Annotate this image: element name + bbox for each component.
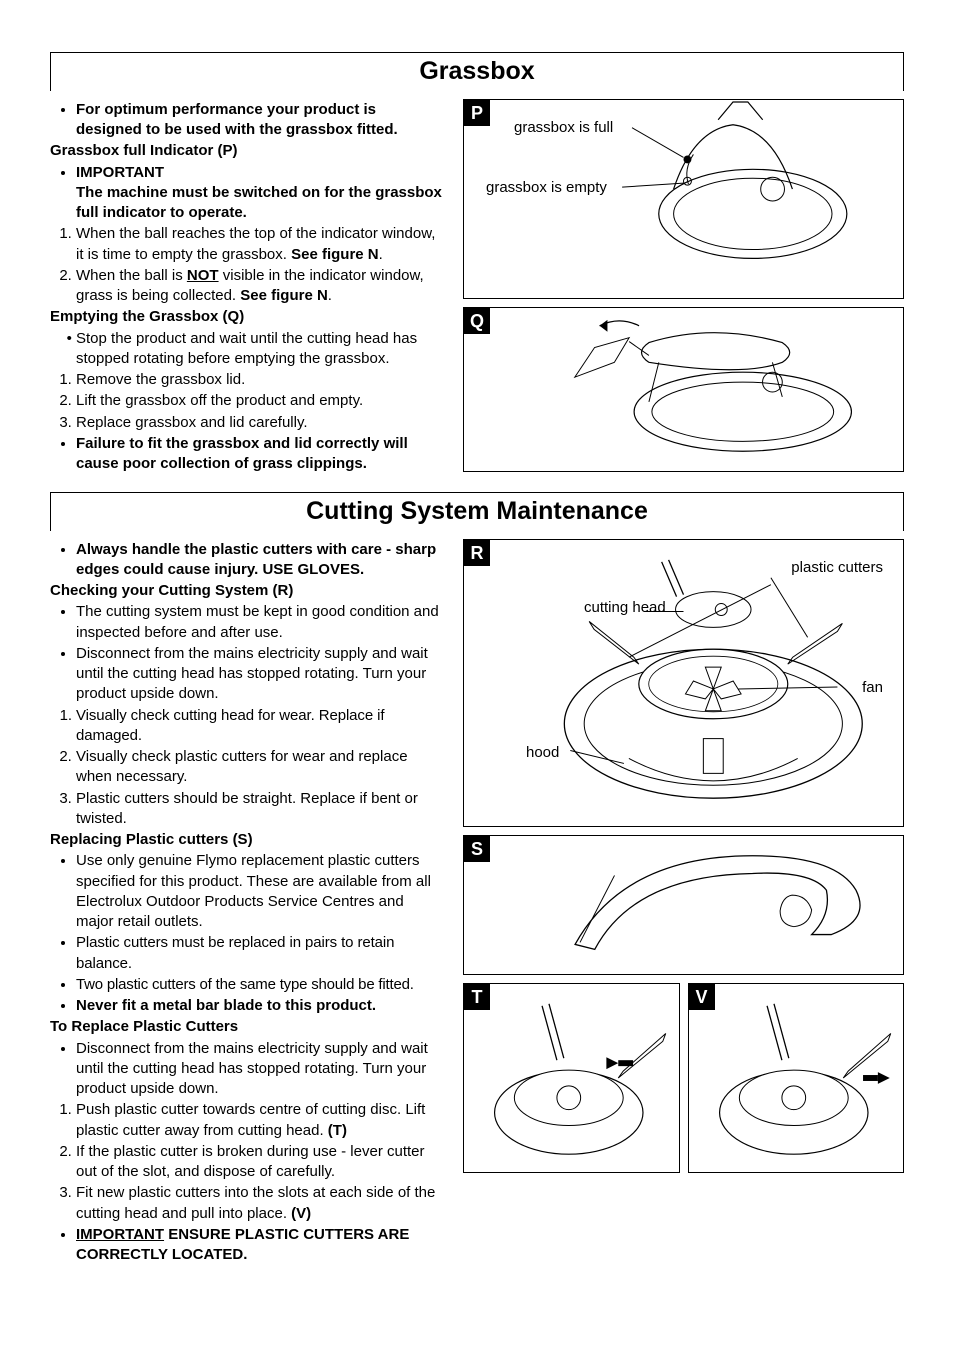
check-bullet-2: Disconnect from the mains electricity su…	[76, 644, 445, 705]
cutting-sub3: To Replace Plastic Cutters	[50, 1017, 445, 1037]
replace-bullet-3: Two plastic cutters of the same type sho…	[76, 975, 445, 995]
figure-v: V	[688, 983, 905, 1173]
grassbox-figures-col: P grassbox is full grassbox is empty	[463, 91, 904, 480]
callout-plastic-cutters: plastic cutters	[791, 560, 883, 577]
empty-step-2: Lift the grassbox off the product and em…	[76, 391, 445, 411]
figure-q-svg	[464, 308, 903, 471]
important-label: IMPORTANT	[76, 164, 164, 181]
replace-bullet-1: Use only genuine Flymo replacement plast…	[76, 851, 445, 932]
cutting-sub1: Checking your Cutting System (R)	[50, 581, 445, 601]
empty-bullet: Stop the product and wait until the cutt…	[76, 329, 445, 370]
figure-q-label: Q	[464, 308, 490, 334]
grassbox-sub2: Emptying the Grassbox (Q)	[50, 307, 445, 327]
figure-r-label: R	[464, 540, 490, 566]
callout-fan: fan	[862, 680, 883, 697]
section-cutting-title: Cutting System Maintenance	[51, 495, 903, 529]
callout-cutting-head: cutting head	[584, 600, 666, 617]
figure-p-label: P	[464, 100, 490, 126]
figure-s-label: S	[464, 836, 490, 862]
figure-s: S	[463, 835, 904, 975]
check-step-2: Visually check plastic cutters for wear …	[76, 747, 445, 788]
figure-q: Q	[463, 307, 904, 472]
section-cutting-body: Always handle the plastic cutters with c…	[50, 531, 904, 1267]
figure-tv-row: T V	[463, 983, 904, 1181]
replace2-bullet: Disconnect from the mains electricity su…	[76, 1039, 445, 1100]
cutting-warn1: Always handle the plastic cutters with c…	[76, 540, 445, 581]
cutting-figures-col: R cutting head plastic cutters fan hood	[463, 531, 904, 1267]
figure-r: R cutting head plastic cutters fan hood	[463, 539, 904, 827]
section-cutting-title-wrap: Cutting System Maintenance	[50, 492, 904, 531]
figure-p: P grassbox is full grassbox is empty	[463, 99, 904, 299]
section-grassbox-body: For optimum performance your product is …	[50, 91, 904, 480]
grassbox-important: IMPORTANT The machine must be switched o…	[76, 163, 445, 224]
replace-step-2: If the plastic cutter is broken during u…	[76, 1142, 445, 1183]
cutting-sub2: Replacing Plastic cutters (S)	[50, 830, 445, 850]
grassbox-text-col: For optimum performance your product is …	[50, 91, 445, 480]
check-step-3: Plastic cutters should be straight. Repl…	[76, 789, 445, 830]
grassbox-step1: When the ball reaches the top of the ind…	[76, 224, 445, 265]
figure-t-svg	[464, 984, 679, 1172]
callout-grassbox-full: grassbox is full	[514, 120, 613, 137]
section-grassbox-title-wrap: Grassbox	[50, 52, 904, 91]
figure-t: T	[463, 983, 680, 1173]
important-text: The machine must be switched on for the …	[76, 184, 442, 221]
figure-r-svg	[464, 540, 903, 826]
check-step-1: Visually check cutting head for wear. Re…	[76, 706, 445, 747]
figure-s-svg	[464, 836, 903, 974]
grassbox-sub1: Grassbox full Indicator (P)	[50, 141, 445, 161]
figure-t-label: T	[464, 984, 490, 1010]
grassbox-step2: When the ball is NOT visible in the indi…	[76, 266, 445, 307]
grassbox-intro-bullet: For optimum performance your product is …	[76, 100, 445, 141]
grassbox-warn-bullet: Failure to fit the grassbox and lid corr…	[76, 434, 445, 475]
figure-v-svg	[689, 984, 904, 1172]
section-grassbox-title: Grassbox	[51, 55, 903, 89]
never-bullet: Never fit a metal bar blade to this prod…	[76, 996, 445, 1016]
replace-bullet-2: Plastic cutters must be replaced in pair…	[76, 933, 445, 974]
figure-v-label: V	[689, 984, 715, 1010]
callout-hood: hood	[526, 745, 559, 762]
check-bullet-1: The cutting system must be kept in good …	[76, 602, 445, 643]
replace-step-3: Fit new plastic cutters into the slots a…	[76, 1183, 445, 1224]
cutting-text-col: Always handle the plastic cutters with c…	[50, 531, 445, 1267]
empty-step-3: Replace grassbox and lid carefully.	[76, 413, 445, 433]
replace-step-1: Push plastic cutter towards centre of cu…	[76, 1100, 445, 1141]
empty-step-1: Remove the grassbox lid.	[76, 370, 445, 390]
callout-grassbox-empty: grassbox is empty	[486, 180, 607, 197]
final-bullet: IMPORTANT ENSURE PLASTIC CUTTERS ARE COR…	[76, 1225, 445, 1266]
